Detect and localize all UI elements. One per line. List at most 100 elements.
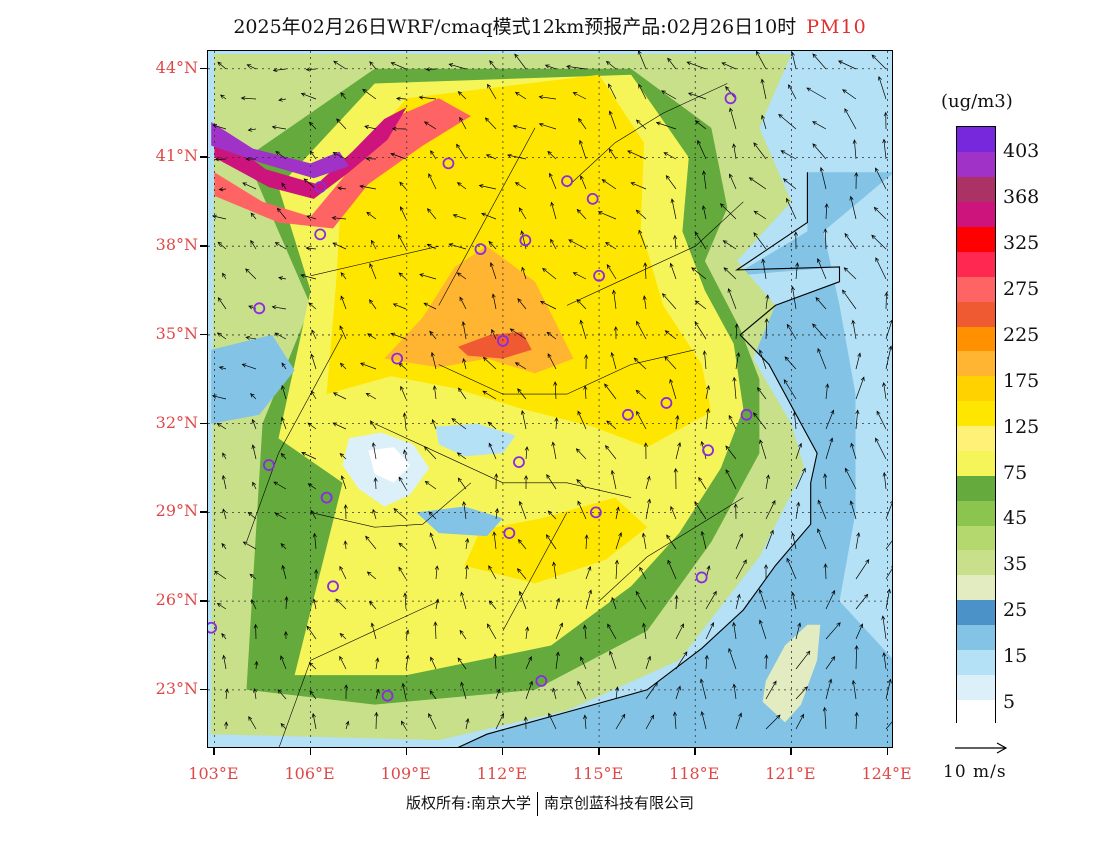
wind-arrow-icon xyxy=(306,625,317,640)
wind-arrow-icon xyxy=(748,177,767,190)
wind-arrow-icon xyxy=(664,356,677,370)
wind-arrow-icon xyxy=(697,139,707,160)
wind-arrow-icon xyxy=(336,118,347,130)
wind-arrow-icon xyxy=(780,150,797,160)
wind-arrow-icon xyxy=(643,442,648,460)
lat-tick-mark xyxy=(200,245,207,247)
province-boundary xyxy=(438,349,696,395)
wind-arrow-icon xyxy=(245,335,257,340)
lon-tick-label: 109°E xyxy=(380,764,431,783)
wind-arrow-icon xyxy=(642,622,647,640)
wind-arrow-icon xyxy=(303,178,317,190)
wind-arrow-icon xyxy=(400,385,407,400)
wind-arrow-icon xyxy=(806,87,827,100)
wind-arrow-icon xyxy=(583,714,588,730)
wind-arrow-icon xyxy=(451,418,467,430)
wind-arrow-icon xyxy=(786,557,797,580)
wind-arrow-icon xyxy=(852,139,857,160)
wind-arrow-icon xyxy=(633,357,647,370)
wind-arrow-icon xyxy=(728,647,737,670)
wind-arrow-icon xyxy=(823,228,828,250)
wind-arrow-icon xyxy=(495,688,501,700)
lat-tick-mark xyxy=(200,333,207,336)
wind-arrow-icon xyxy=(627,150,647,160)
wind-arrow-icon xyxy=(819,166,827,190)
wind-arrow-icon xyxy=(274,332,287,340)
wind-arrow-icon xyxy=(332,392,347,400)
wind-arrow-icon xyxy=(552,687,557,700)
pm10-level-15-hunan xyxy=(416,506,503,537)
wind-arrow-icon xyxy=(214,157,227,162)
wind-arrow-icon xyxy=(728,414,737,430)
wind-arrow-icon xyxy=(308,302,317,310)
wind-arrow-icon xyxy=(482,390,497,400)
wind-arrow-icon xyxy=(786,197,797,220)
wind-arrow-icon xyxy=(882,651,887,670)
wind-arrow-icon xyxy=(514,53,527,70)
wind-arrow-icon xyxy=(849,195,857,220)
wind-arrow-icon xyxy=(547,150,557,160)
wind-arrow-icon xyxy=(426,208,437,220)
wind-arrow-icon xyxy=(433,621,438,640)
wind-arrow-icon xyxy=(885,540,892,550)
wind-arrow-icon xyxy=(837,60,857,70)
wind-arrow-icon xyxy=(843,267,857,280)
wind-arrow-icon xyxy=(883,111,888,130)
wind-arrow-icon xyxy=(432,385,437,400)
wind-arrow-icon xyxy=(430,656,437,670)
wind-arrow-icon xyxy=(694,300,707,310)
wind-arrow-icon xyxy=(855,559,870,580)
wind-arrow-icon xyxy=(885,566,892,580)
wind-arrow-icon xyxy=(687,92,707,100)
wind-arrow-icon xyxy=(670,505,677,520)
wind-arrow-icon xyxy=(606,420,617,430)
wind-arrow-icon xyxy=(390,152,407,160)
wind-arrow-icon xyxy=(553,381,558,400)
wind-arrow-icon xyxy=(885,345,892,370)
wind-arrow-icon xyxy=(582,624,587,640)
color-bar-segment xyxy=(957,201,995,227)
wind-arrow-icon xyxy=(663,152,677,160)
wind-arrow-icon xyxy=(812,121,827,130)
color-bar-segment xyxy=(957,375,995,402)
wind-arrow-icon xyxy=(875,257,887,280)
wind-arrow-icon xyxy=(332,422,347,430)
color-bar-segment xyxy=(957,549,995,576)
city-marker xyxy=(208,621,218,634)
pm10-level-15-hubei xyxy=(435,423,516,457)
wind-arrow-icon xyxy=(727,288,737,310)
wind-arrow-icon xyxy=(339,362,347,370)
wind-arrow-icon xyxy=(721,62,737,70)
color-bar-segment xyxy=(957,350,995,377)
wind-arrow-icon xyxy=(518,590,527,610)
wind-arrow-icon xyxy=(694,321,707,340)
wind-arrow-icon xyxy=(274,242,287,250)
wind-arrow-icon xyxy=(735,559,747,580)
wind-arrow-icon xyxy=(605,242,617,250)
wind-arrow-icon xyxy=(312,598,317,610)
wind-arrow-icon xyxy=(611,289,617,310)
wind-arrow-icon xyxy=(645,498,652,520)
wind-arrow-icon xyxy=(278,276,287,281)
wind-arrow-icon xyxy=(398,272,407,280)
wind-arrow-icon xyxy=(224,688,229,700)
color-bar-label: 325 xyxy=(1003,232,1040,254)
wind-arrow-icon xyxy=(854,645,859,670)
wind-arrow-icon xyxy=(425,67,437,72)
wind-arrow-icon xyxy=(211,394,227,400)
wind-arrow-icon xyxy=(457,477,467,490)
wind-arrow-icon xyxy=(702,170,707,190)
wind-arrow-icon xyxy=(778,113,797,130)
wind-arrow-icon xyxy=(635,119,647,130)
wind-arrow-icon xyxy=(610,469,617,490)
wind-arrow-icon xyxy=(735,533,743,550)
wind-arrow-icon xyxy=(217,61,227,70)
wind-arrow-icon xyxy=(538,122,557,130)
wind-arrow-icon xyxy=(464,564,469,580)
wind-arrow-icon xyxy=(795,713,805,730)
wind-arrow-icon xyxy=(613,326,618,340)
wind-arrow-icon xyxy=(366,571,377,580)
wind-arrow-icon xyxy=(517,298,527,310)
wind-arrow-icon xyxy=(242,541,257,550)
wind-arrow-icon xyxy=(552,561,557,580)
